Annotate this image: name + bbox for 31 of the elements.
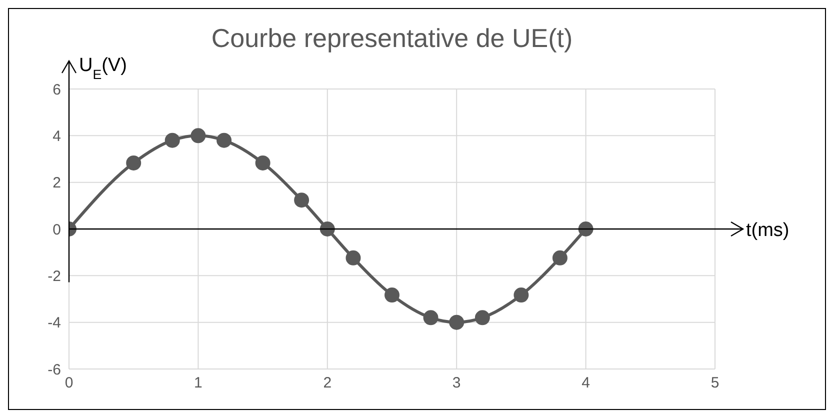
x-tick-label: 0	[64, 374, 74, 392]
y-tick-label: -4	[48, 314, 61, 332]
point	[384, 288, 400, 303]
x-tick-label: 1	[194, 374, 202, 392]
point	[578, 222, 594, 236]
y-tick-label: -6	[48, 361, 61, 378]
y-axis-title: U$_{E}$(V)	[79, 55, 127, 82]
point	[190, 128, 206, 144]
point	[320, 222, 335, 236]
point	[294, 192, 310, 208]
point	[255, 155, 270, 170]
y-tick-label: 2	[52, 174, 61, 192]
point	[552, 250, 568, 266]
point	[449, 314, 464, 330]
y-tick-label: 4	[52, 128, 61, 145]
x-tick-label: 5	[710, 374, 720, 392]
chart-title: Courbe representative de UE(t)	[211, 23, 573, 53]
x-tick-label: 4	[582, 374, 590, 392]
point	[474, 310, 490, 326]
y-tick-label: 0	[52, 221, 61, 238]
x-tick-label: 2	[323, 374, 332, 392]
point	[216, 132, 232, 148]
point	[423, 310, 438, 326]
x-tick-label: 3	[452, 374, 461, 392]
y-tick-label: 6	[52, 81, 61, 98]
point	[164, 132, 180, 148]
point	[346, 250, 361, 266]
point	[126, 155, 142, 170]
x-axis-title: t(ms)	[746, 220, 790, 241]
y-tick-label: -2	[48, 268, 61, 285]
point	[514, 288, 529, 303]
